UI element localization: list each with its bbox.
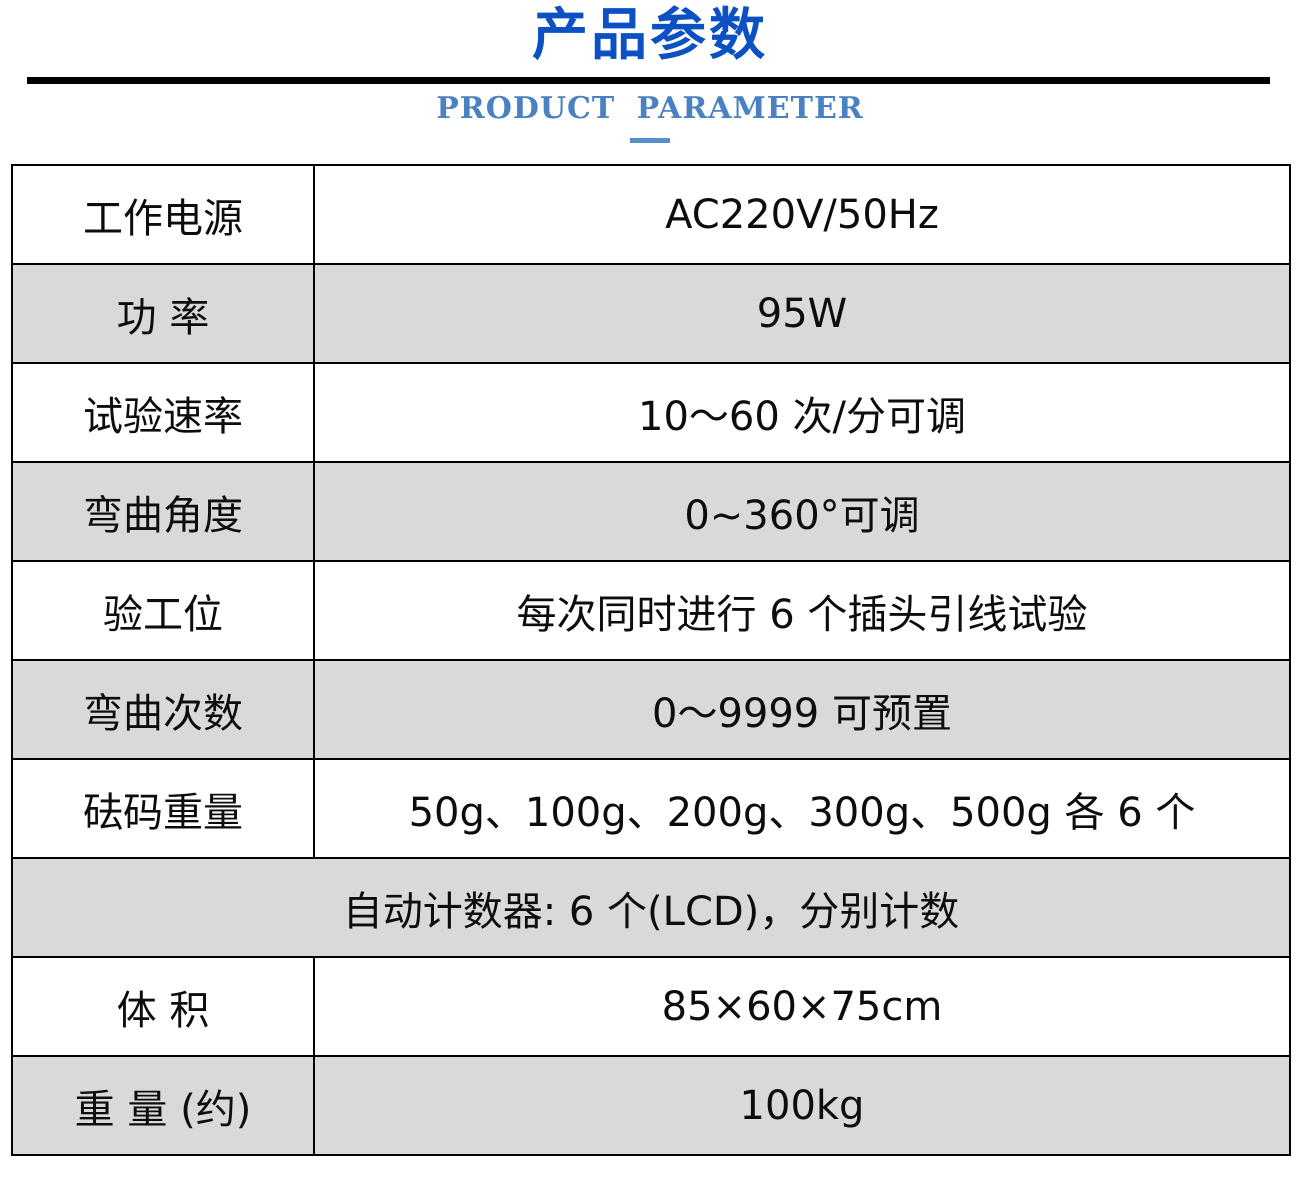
param-label: 工作电源 [11, 164, 315, 265]
table-row: 功 率 95W [11, 263, 1291, 364]
table-row: 验工位 每次同时进行 6 个插头引线试验 [11, 560, 1291, 661]
param-label: 体 积 [11, 956, 315, 1057]
param-label: 试验速率 [11, 362, 315, 463]
param-value-merged: 自动计数器: 6 个(LCD)，分别计数 [11, 857, 1291, 958]
param-label: 重 量 (约) [11, 1055, 315, 1156]
param-value: 50g、100g、200g、300g、500g 各 6 个 [313, 758, 1291, 859]
subtitle-underline-dash [630, 138, 670, 143]
page-title: 产品参数 [532, 3, 768, 68]
param-value: AC220V/50Hz [313, 164, 1291, 265]
param-value: 每次同时进行 6 个插头引线试验 [313, 560, 1291, 661]
table-row: 体 积 85×60×75cm [11, 956, 1291, 1057]
table-row: 试验速率 10～60 次/分可调 [11, 362, 1291, 463]
param-value: 95W [313, 263, 1291, 364]
page-subtitle: PRODUCT PARAMETER [436, 91, 864, 126]
param-label: 砝码重量 [11, 758, 315, 859]
table-row: 弯曲次数 0～9999 可预置 [11, 659, 1291, 760]
param-value: 100kg [313, 1055, 1291, 1156]
table-row: 砝码重量 50g、100g、200g、300g、500g 各 6 个 [11, 758, 1291, 859]
table-row: 工作电源 AC220V/50Hz [11, 164, 1291, 265]
table-row: 弯曲角度 0~360°可调 [11, 461, 1291, 562]
table-row: 重 量 (约) 100kg [11, 1055, 1291, 1156]
param-label: 弯曲角度 [11, 461, 315, 562]
param-label: 弯曲次数 [11, 659, 315, 760]
param-value: 0～9999 可预置 [313, 659, 1291, 760]
param-label: 功 率 [11, 263, 315, 364]
table-row-merged: 自动计数器: 6 个(LCD)，分别计数 [11, 857, 1291, 958]
param-value: 85×60×75cm [313, 956, 1291, 1057]
param-label: 验工位 [11, 560, 315, 661]
param-value: 10～60 次/分可调 [313, 362, 1291, 463]
parameter-table: 工作电源 AC220V/50Hz 功 率 95W 试验速率 10～60 次/分可… [11, 164, 1291, 1156]
title-divider-line [27, 77, 1270, 84]
param-value: 0~360°可调 [313, 461, 1291, 562]
